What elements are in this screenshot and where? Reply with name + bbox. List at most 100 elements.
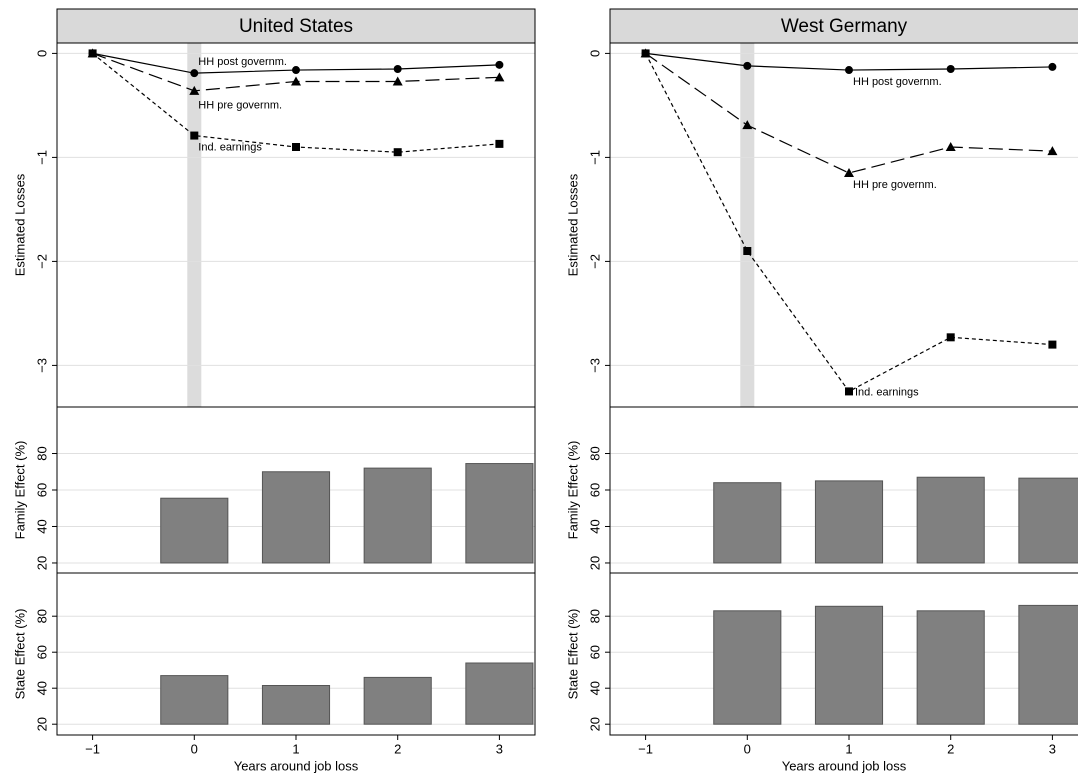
- series-line: [645, 52, 1053, 174]
- x-tick-label: 0: [191, 741, 198, 756]
- x-tick-label: 0: [744, 741, 751, 756]
- marker: [946, 65, 955, 73]
- y-tick-label: 20: [587, 717, 602, 731]
- x-axis-label: Years around job loss: [234, 758, 359, 773]
- y-tick-label: 40: [587, 681, 602, 695]
- y-axis-label: Family Effect (%): [565, 441, 580, 540]
- marker: [845, 66, 853, 75]
- y-tick-label: 60: [587, 483, 602, 497]
- bar: [160, 675, 229, 725]
- bar: [160, 497, 229, 564]
- marker: [292, 143, 300, 151]
- bar: [814, 480, 884, 564]
- marker: [844, 168, 854, 177]
- bar: [713, 482, 782, 564]
- marker: [393, 65, 402, 73]
- x-axis-label: Years around job loss: [782, 758, 907, 773]
- x-tick-label: 3: [496, 741, 503, 756]
- y-axis-label: State Effect (%): [565, 609, 580, 700]
- bar: [916, 610, 985, 725]
- y-tick-label: 80: [587, 446, 602, 460]
- marker: [190, 69, 199, 78]
- marker: [1047, 146, 1058, 156]
- x-tick-label: 3: [1049, 741, 1056, 756]
- y-tick-label: 20: [34, 556, 49, 570]
- y-tick-label: 20: [587, 556, 602, 570]
- y-tick-label: −3: [34, 358, 49, 373]
- highlight-band: [740, 43, 755, 407]
- series-label: Ind. earnings: [855, 386, 919, 398]
- y-tick-label: −2: [587, 254, 602, 269]
- series-label: HH pre governm.: [853, 179, 937, 191]
- marker: [743, 247, 752, 255]
- bar: [814, 605, 884, 725]
- bar: [465, 662, 534, 725]
- bar: [363, 676, 432, 725]
- series-label: HH post governm.: [198, 56, 287, 68]
- marker: [494, 72, 505, 82]
- y-tick-label: −2: [34, 254, 49, 269]
- marker: [742, 120, 753, 130]
- bar: [363, 467, 432, 564]
- marker: [845, 387, 853, 396]
- y-tick-label: 80: [34, 609, 49, 623]
- y-tick-label: 40: [587, 519, 602, 533]
- x-tick-label: 1: [845, 741, 852, 756]
- marker: [88, 49, 97, 58]
- bar: [1018, 477, 1078, 564]
- x-tick-label: 2: [947, 741, 954, 756]
- marker: [292, 66, 300, 75]
- y-tick-label: −1: [34, 150, 49, 165]
- marker: [495, 139, 504, 148]
- x-tick-label: 2: [394, 741, 401, 756]
- title-strip: [609, 8, 1078, 44]
- y-axis-label: Estimated Losses: [12, 173, 27, 276]
- y-tick-label: 60: [34, 483, 49, 497]
- y-axis-label: State Effect (%): [12, 609, 27, 700]
- marker: [495, 60, 504, 69]
- y-tick-label: −3: [587, 358, 602, 373]
- panel-title: West Germany: [781, 16, 908, 37]
- bar: [1018, 604, 1078, 725]
- marker: [1048, 340, 1057, 349]
- series-line: [645, 53, 1053, 393]
- panel-title: United States: [239, 16, 353, 37]
- highlight-band: [187, 43, 202, 407]
- x-tick-label: −1: [638, 741, 653, 756]
- marker: [946, 333, 955, 342]
- marker: [1048, 62, 1057, 71]
- plot-frame: [56, 42, 536, 408]
- y-tick-label: 0: [34, 50, 49, 57]
- y-axis-label: Family Effect (%): [12, 441, 27, 540]
- y-tick-label: 60: [34, 645, 49, 659]
- marker: [190, 131, 199, 140]
- title-strip: [56, 8, 536, 44]
- x-tick-label: 1: [292, 741, 299, 756]
- y-tick-label: 40: [34, 681, 49, 695]
- y-tick-label: 80: [587, 609, 602, 623]
- marker: [291, 76, 301, 86]
- y-tick-label: 0: [587, 50, 602, 57]
- bar: [916, 476, 985, 564]
- marker: [393, 148, 402, 157]
- series-label: HH post governm.: [853, 76, 942, 88]
- y-tick-label: 60: [587, 645, 602, 659]
- y-tick-label: −1: [587, 150, 602, 165]
- marker: [641, 49, 650, 58]
- series-label: Ind. earnings: [198, 141, 262, 153]
- marker: [392, 76, 403, 86]
- marker: [945, 142, 956, 151]
- y-axis-label: Estimated Losses: [565, 173, 580, 276]
- x-tick-label: −1: [85, 741, 100, 756]
- bar: [713, 610, 782, 725]
- bar: [261, 685, 331, 725]
- y-tick-label: 40: [34, 519, 49, 533]
- bar: [465, 463, 534, 564]
- bar: [261, 471, 331, 564]
- y-tick-label: 20: [34, 717, 49, 731]
- series-label: HH pre governm.: [198, 100, 282, 112]
- marker: [189, 85, 200, 95]
- marker: [743, 61, 752, 70]
- plot-frame: [609, 42, 1078, 408]
